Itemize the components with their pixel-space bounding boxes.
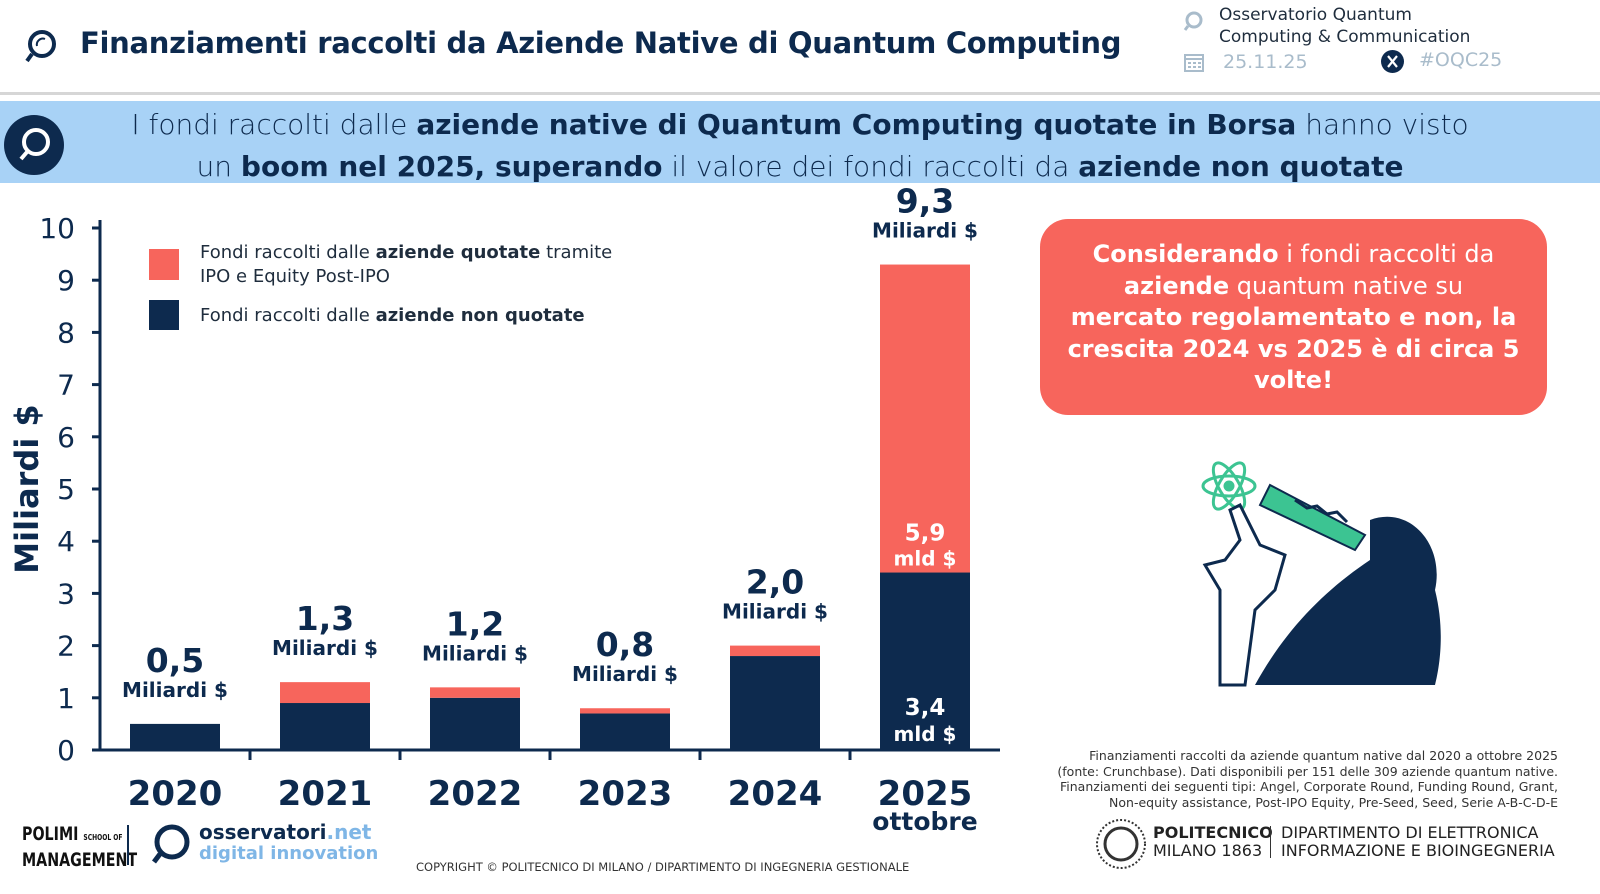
x-logo-icon[interactable]: [1381, 50, 1404, 73]
org-name-line2: Computing & Communication: [1219, 27, 1471, 47]
bar-unlisted-2020: [130, 723, 220, 750]
bar-unlisted-2022: [430, 697, 520, 750]
y-tick-label: 4: [57, 525, 75, 558]
y-tick-label: 9: [57, 264, 75, 297]
total-value-label: 2,0: [746, 563, 804, 602]
osservatori-logo: osservatori.net digital innovation: [199, 820, 379, 864]
legend-label-unlisted: Fondi raccolti dalle aziende non quotate: [200, 305, 585, 326]
segment-value-unlisted: 3,4: [905, 695, 946, 721]
y-tick-label: 3: [57, 577, 75, 610]
y-tick-label: 6: [57, 421, 75, 454]
y-tick-label: 1: [57, 682, 75, 715]
magnifier-badge-icon: [4, 115, 64, 175]
bar-unlisted-2021: [280, 703, 370, 750]
observatory-small-icon: [1183, 11, 1203, 31]
headline-banner: [0, 101, 1600, 183]
total-unit-label: Miliardi $: [422, 641, 528, 665]
x-tick-label: 2025: [878, 774, 973, 814]
x-tick-label: 2020: [128, 774, 223, 814]
bar-unlisted-2025: [880, 572, 970, 750]
growth-callout: Considerando i fondi raccolti da aziende…: [1040, 219, 1547, 415]
y-axis-label: Miliardi $: [8, 404, 46, 573]
total-value-label: 1,2: [446, 604, 504, 643]
total-unit-label: Miliardi $: [122, 678, 228, 702]
person-telescope-illustration: [1201, 461, 1441, 687]
bar-quoted-2024: [730, 645, 820, 657]
osservatori-logo-icon: [152, 824, 190, 864]
y-tick-label: 10: [39, 212, 75, 245]
segment-unit-quoted: mld $: [894, 547, 957, 571]
y-tick-label: 8: [57, 316, 75, 349]
calendar-icon: [1184, 54, 1204, 72]
total-unit-label: Miliardi $: [872, 219, 978, 243]
bar-quoted-2025: [880, 264, 970, 573]
bar-unlisted-2023: [580, 713, 670, 750]
y-tick-label: 0: [57, 734, 75, 767]
total-value-label: 1,3: [296, 599, 354, 638]
page-title: Finanziamenti raccolti da Aziende Native…: [80, 26, 1122, 60]
politecnico-seal: [1096, 819, 1146, 869]
legend-swatch-unlisted: [149, 300, 179, 330]
dept-divider: [1270, 826, 1271, 858]
x-tick-sublabel: ottobre: [872, 807, 977, 836]
total-unit-label: Miliardi $: [272, 636, 378, 660]
x-tick-label: 2024: [728, 774, 823, 814]
polimi-logo: POLIMI SCHOOL OF MANAGEMENT: [22, 823, 138, 871]
politecnico-logo: POLITECNICO MILANO 1863: [1153, 823, 1273, 860]
y-tick-label: 7: [57, 369, 75, 402]
header-divider: [0, 92, 1600, 95]
x-tick-label: 2023: [578, 774, 673, 814]
total-unit-label: Miliardi $: [572, 662, 678, 686]
x-tick-label: 2022: [428, 774, 523, 814]
y-tick-label: 2: [57, 630, 75, 663]
source-footnote: Finanziamenti raccolti da aziende quantu…: [1057, 748, 1558, 810]
segment-unit-unlisted: mld $: [894, 722, 957, 746]
legend-swatch-quoted: [149, 249, 179, 280]
department-logo: DIPARTIMENTO DI ELETTRONICA INFORMAZIONE …: [1281, 823, 1555, 860]
atom-icon: [1201, 461, 1257, 511]
headline-text: I fondi raccolti dalle aziende native di…: [131, 108, 1469, 183]
bar-quoted-2022: [430, 687, 520, 698]
bar-quoted-2023: [580, 708, 670, 714]
x-tick-label: 2021: [278, 774, 373, 814]
bar-quoted-2021: [280, 682, 370, 704]
total-value-label: 0,5: [146, 641, 204, 680]
total-value-label: 0,8: [596, 625, 654, 664]
logo-divider: [127, 825, 129, 865]
date: 25.11.25: [1223, 51, 1308, 73]
y-tick-label: 5: [57, 473, 75, 506]
segment-value-quoted: 5,9: [905, 521, 946, 547]
bar-unlisted-2024: [730, 656, 820, 750]
org-name-line1: Osservatorio Quantum: [1219, 5, 1412, 25]
total-value-label: 9,3: [896, 185, 954, 221]
hashtag: #OQC25: [1419, 49, 1503, 71]
copyright: COPYRIGHT © POLITECNICO DI MILANO / DIPA…: [416, 860, 910, 874]
observatory-logo-icon: [25, 30, 56, 63]
total-unit-label: Miliardi $: [722, 600, 828, 624]
legend-label-quoted: Fondi raccolti dalle aziende quotate tra…: [200, 242, 613, 287]
